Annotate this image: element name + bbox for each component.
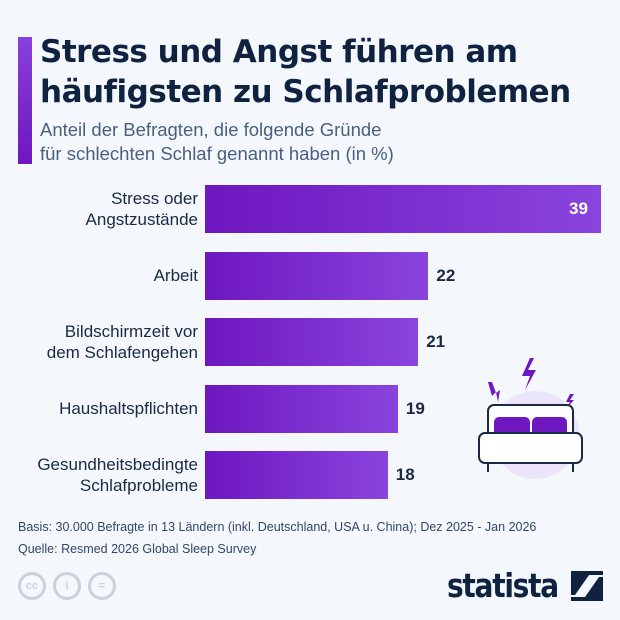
category-label-text: Bildschirmzeit vor dem Schlafengehen	[47, 321, 198, 363]
stressed-bed-icon	[478, 358, 583, 479]
bar	[205, 185, 601, 233]
category-label-line: Arbeit	[153, 266, 198, 285]
category-label: Haushaltspflichten	[0, 385, 198, 433]
category-label-line: Gesundheitsbedingte	[37, 455, 198, 474]
footnotes: Basis: 30.000 Befragte in 13 Ländern (in…	[18, 516, 536, 560]
bar	[205, 251, 429, 300]
category-label-text: Stress oder Angstzustände	[86, 188, 198, 230]
data-label: 21	[426, 332, 446, 351]
title-accent-bar	[18, 37, 32, 164]
bar	[205, 451, 388, 499]
statista-logo-icon	[571, 570, 604, 601]
category-label-text: Arbeit	[154, 265, 198, 286]
bar	[205, 384, 398, 433]
category-label: Stress oder Angstzustände	[0, 185, 198, 233]
license-icons[interactable]: cc i =	[18, 572, 116, 600]
category-label-text: Gesundheitsbedingte Schlafprobleme	[37, 454, 198, 496]
category-label-line: Schlafprobleme	[79, 476, 198, 495]
subtitle-line: für schlechten Schlaf genannt haben (in …	[40, 143, 394, 164]
bar	[205, 318, 419, 366]
chart-subtitle: Anteil der Befragten, die folgende Gründ…	[40, 118, 394, 166]
category-label: Bildschirmzeit vor dem Schlafengehen	[0, 318, 198, 366]
category-label-text: Haushaltspflichten	[59, 398, 198, 419]
data-label: 39	[569, 199, 588, 218]
attribution-icon[interactable]: i	[53, 572, 81, 600]
category-label: Gesundheitsbedingte Schlafprobleme	[0, 451, 198, 499]
brand-name: statista	[447, 566, 559, 605]
category-label-line: Bildschirmzeit vor	[64, 322, 198, 341]
data-label: 19	[405, 398, 425, 418]
category-label-line: Stress oder	[111, 189, 198, 208]
statista-logo[interactable]: statista	[447, 566, 604, 605]
basis-note: Basis: 30.000 Befragte in 13 Ländern (in…	[18, 520, 537, 534]
data-label: 18	[395, 465, 415, 484]
subtitle-line: Anteil der Befragten, die folgende Gründ…	[40, 119, 382, 140]
creative-commons-icon[interactable]: cc	[18, 572, 46, 600]
category-label: Arbeit	[0, 252, 198, 300]
source-note: Quelle: Resmed 2026 Global Sleep Survey	[18, 542, 257, 556]
category-label-line: dem Schlafengehen	[46, 343, 198, 362]
category-label-line: Angstzustände	[85, 210, 198, 229]
data-label: 22	[436, 265, 456, 285]
category-label-line: Haushaltspflichten	[59, 399, 198, 418]
chart-title: Stress und Angst führen am häufigsten zu…	[40, 34, 571, 110]
no-derivatives-icon[interactable]: =	[88, 572, 116, 600]
